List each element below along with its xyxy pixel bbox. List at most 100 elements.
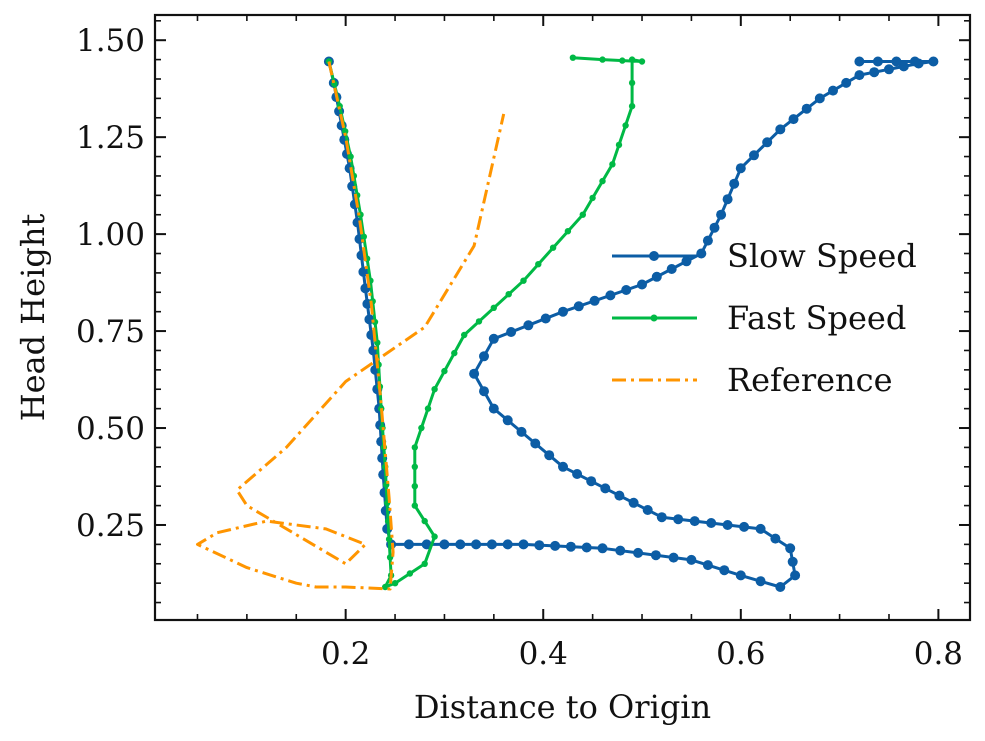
x-tick-label: 0.6 [716, 636, 765, 672]
series-point-0 [455, 539, 466, 550]
series-point-0 [605, 290, 616, 301]
series-point-0 [573, 301, 584, 312]
series-point-1 [505, 291, 512, 298]
series-point-0 [506, 327, 517, 337]
series-point-1 [615, 141, 623, 149]
y-tick-label: 1.50 [76, 23, 145, 59]
x-tick-label: 0.4 [519, 636, 568, 672]
series-point-0 [540, 313, 551, 324]
series-point-0 [696, 248, 707, 259]
series-point-1 [431, 533, 438, 540]
series-point-0 [534, 540, 545, 551]
series-point-1 [609, 161, 616, 168]
series-point-1 [411, 444, 418, 451]
series-point-0 [421, 539, 432, 550]
series-point-0 [790, 570, 801, 581]
series-point-0 [471, 539, 482, 550]
series-point-1 [619, 57, 626, 64]
legend-label: Slow Speed [727, 237, 917, 275]
series-point-0 [909, 56, 920, 67]
plot-area [196, 54, 939, 592]
series-point-1 [360, 233, 367, 240]
series-point-0 [722, 194, 733, 205]
series-point-0 [801, 103, 812, 114]
series-point-0 [628, 497, 639, 508]
series-point-1 [628, 102, 636, 110]
series-point-0 [775, 582, 786, 592]
series-point-1 [347, 153, 354, 160]
series-point-0 [689, 516, 700, 527]
series-point-1 [564, 228, 572, 235]
series-point-0 [706, 518, 717, 528]
series-point-0 [633, 547, 644, 558]
series-point-0 [891, 56, 902, 67]
y-tick-label: 1.25 [76, 120, 145, 156]
series-point-0 [565, 541, 576, 552]
series-point-0 [614, 490, 625, 501]
y-axis-title: Head Height [14, 214, 52, 422]
series-point-0 [403, 539, 414, 550]
x-tick-label: 0.2 [321, 636, 370, 672]
series-point-0 [686, 554, 697, 565]
series-point-0 [656, 512, 667, 523]
series-point-0 [854, 56, 865, 67]
series-point-1 [391, 580, 399, 587]
series-point-0 [502, 415, 513, 426]
series-point-1 [569, 54, 577, 61]
series-point-1 [342, 128, 349, 135]
series-point-0 [650, 550, 661, 561]
series-point-0 [787, 556, 798, 567]
series-point-0 [668, 552, 679, 563]
series-point-0 [841, 77, 852, 88]
series-point-0 [486, 539, 497, 550]
legend-label: Reference [727, 361, 893, 399]
series-point-1 [421, 517, 428, 525]
series-point-0 [869, 67, 880, 78]
series-point-0 [673, 514, 684, 525]
series-point-1 [451, 349, 458, 357]
series-point-0 [502, 539, 513, 550]
y-tick-label: 1.00 [76, 217, 145, 253]
series-point-0 [572, 469, 583, 479]
series-point-0 [642, 505, 653, 515]
series-point-0 [814, 93, 825, 104]
series-line-1 [327, 56, 644, 589]
series-point-1 [441, 367, 448, 375]
series-point-0 [651, 271, 662, 282]
series-point-1 [424, 405, 432, 412]
series-point-1 [622, 122, 629, 129]
series-point-0 [586, 476, 597, 487]
series-point-0 [828, 85, 838, 96]
series-point-0 [702, 560, 713, 571]
series-point-0 [788, 114, 799, 125]
series-point-0 [621, 285, 632, 295]
series-point-0 [735, 570, 746, 581]
series-point-1 [599, 177, 606, 185]
series-point-0 [597, 543, 608, 554]
series-point-0 [898, 61, 909, 72]
series-point-0 [488, 333, 499, 344]
series-point-0 [558, 306, 568, 317]
series-point-0 [600, 483, 611, 494]
series-point-0 [516, 426, 527, 437]
series-point-1 [411, 483, 418, 490]
series-point-0 [544, 450, 555, 461]
series-point-1 [535, 261, 542, 268]
series-point-0 [785, 543, 796, 554]
series-point-1 [520, 277, 527, 284]
series-point-0 [581, 542, 592, 553]
series-point-1 [382, 583, 389, 591]
series-point-0 [681, 256, 692, 267]
series-point-1 [628, 79, 636, 87]
series-point-0 [530, 438, 541, 449]
series-point-0 [479, 386, 489, 397]
series-point-0 [770, 533, 781, 544]
series-point-1 [431, 386, 438, 393]
series-point-0 [872, 56, 883, 67]
series-point-0 [479, 351, 489, 362]
series-point-1 [406, 570, 414, 577]
series-point-1 [589, 194, 596, 202]
series-point-1 [461, 331, 468, 339]
series-point-0 [729, 178, 740, 189]
